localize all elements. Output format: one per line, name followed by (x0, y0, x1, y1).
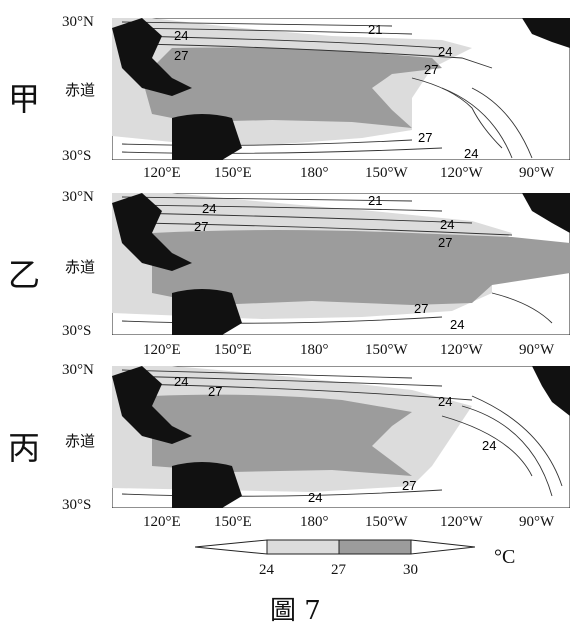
equator-label: 赤道 (65, 434, 96, 450)
longitude-label: 90°W (519, 342, 555, 358)
longitude-label: 90°W (519, 514, 555, 530)
panel-label-yi: 乙 (8, 256, 41, 294)
isotherm-label: 27 (194, 219, 208, 234)
isotherm-label: 21 (368, 193, 382, 208)
isotherm-label: 27 (402, 478, 416, 493)
isotherm-label: 24 (482, 438, 496, 453)
isotherm-label: 24 (438, 44, 452, 59)
longitude-label: 90°W (519, 165, 555, 181)
isotherm-label: 27 (208, 384, 222, 399)
isotherm-label: 21 (368, 22, 382, 37)
sst-map-bing: 24 27 24 24 27 24 (112, 366, 570, 508)
panel-label-jia: 甲 (8, 80, 41, 118)
lat-top-label: 30°N (62, 14, 94, 30)
longitude-label: 120°E (143, 342, 181, 358)
lat-bottom-label: 30°S (62, 148, 92, 164)
longitude-label: 150°W (365, 514, 408, 530)
isotherm-label: 24 (440, 217, 454, 232)
isotherm-label: 24 (174, 28, 188, 43)
legend-value: 30 (403, 562, 418, 578)
isotherm-label: 27 (424, 62, 438, 77)
legend-unit: °C (494, 546, 516, 568)
longitude-label: 120°W (440, 165, 483, 181)
equator-label: 赤道 (65, 260, 96, 276)
isotherm-label: 24 (202, 201, 216, 216)
isotherm-label: 27 (418, 130, 432, 145)
longitude-label: 180° (300, 165, 329, 181)
legend-value: 27 (331, 562, 346, 578)
longitude-label: 120°W (440, 342, 483, 358)
isotherm-label: 24 (438, 394, 452, 409)
isotherm-label: 24 (450, 317, 464, 332)
longitude-label: 180° (300, 342, 329, 358)
longitude-label: 120°W (440, 514, 483, 530)
lat-bottom-label: 30°S (62, 497, 92, 513)
longitude-label: 150°W (365, 165, 408, 181)
lat-bottom-label: 30°S (62, 323, 92, 339)
legend-value: 24 (259, 562, 274, 578)
longitude-label: 150°E (214, 514, 252, 530)
longitude-label: 150°E (214, 165, 252, 181)
isotherm-label: 27 (414, 301, 428, 316)
longitude-label: 120°E (143, 165, 181, 181)
equator-label: 赤道 (65, 83, 96, 99)
lat-top-label: 30°N (62, 189, 94, 205)
isotherm-label: 27 (438, 235, 452, 250)
isotherm-label: 24 (464, 146, 478, 160)
sst-map-jia: 24 27 21 24 27 27 24 (112, 18, 570, 160)
longitude-label: 150°W (365, 342, 408, 358)
sst-map-yi: 24 27 21 24 27 27 24 (112, 193, 570, 335)
figure-caption: 圖 7 (270, 596, 321, 626)
lat-top-label: 30°N (62, 362, 94, 378)
panel-label-bing: 丙 (8, 429, 41, 467)
isotherm-label: 27 (174, 48, 188, 63)
longitude-label: 150°E (214, 342, 252, 358)
isotherm-label: 24 (174, 374, 188, 389)
isotherm-label: 24 (308, 490, 322, 505)
temperature-legend (194, 538, 476, 556)
longitude-label: 180° (300, 514, 329, 530)
longitude-label: 120°E (143, 514, 181, 530)
